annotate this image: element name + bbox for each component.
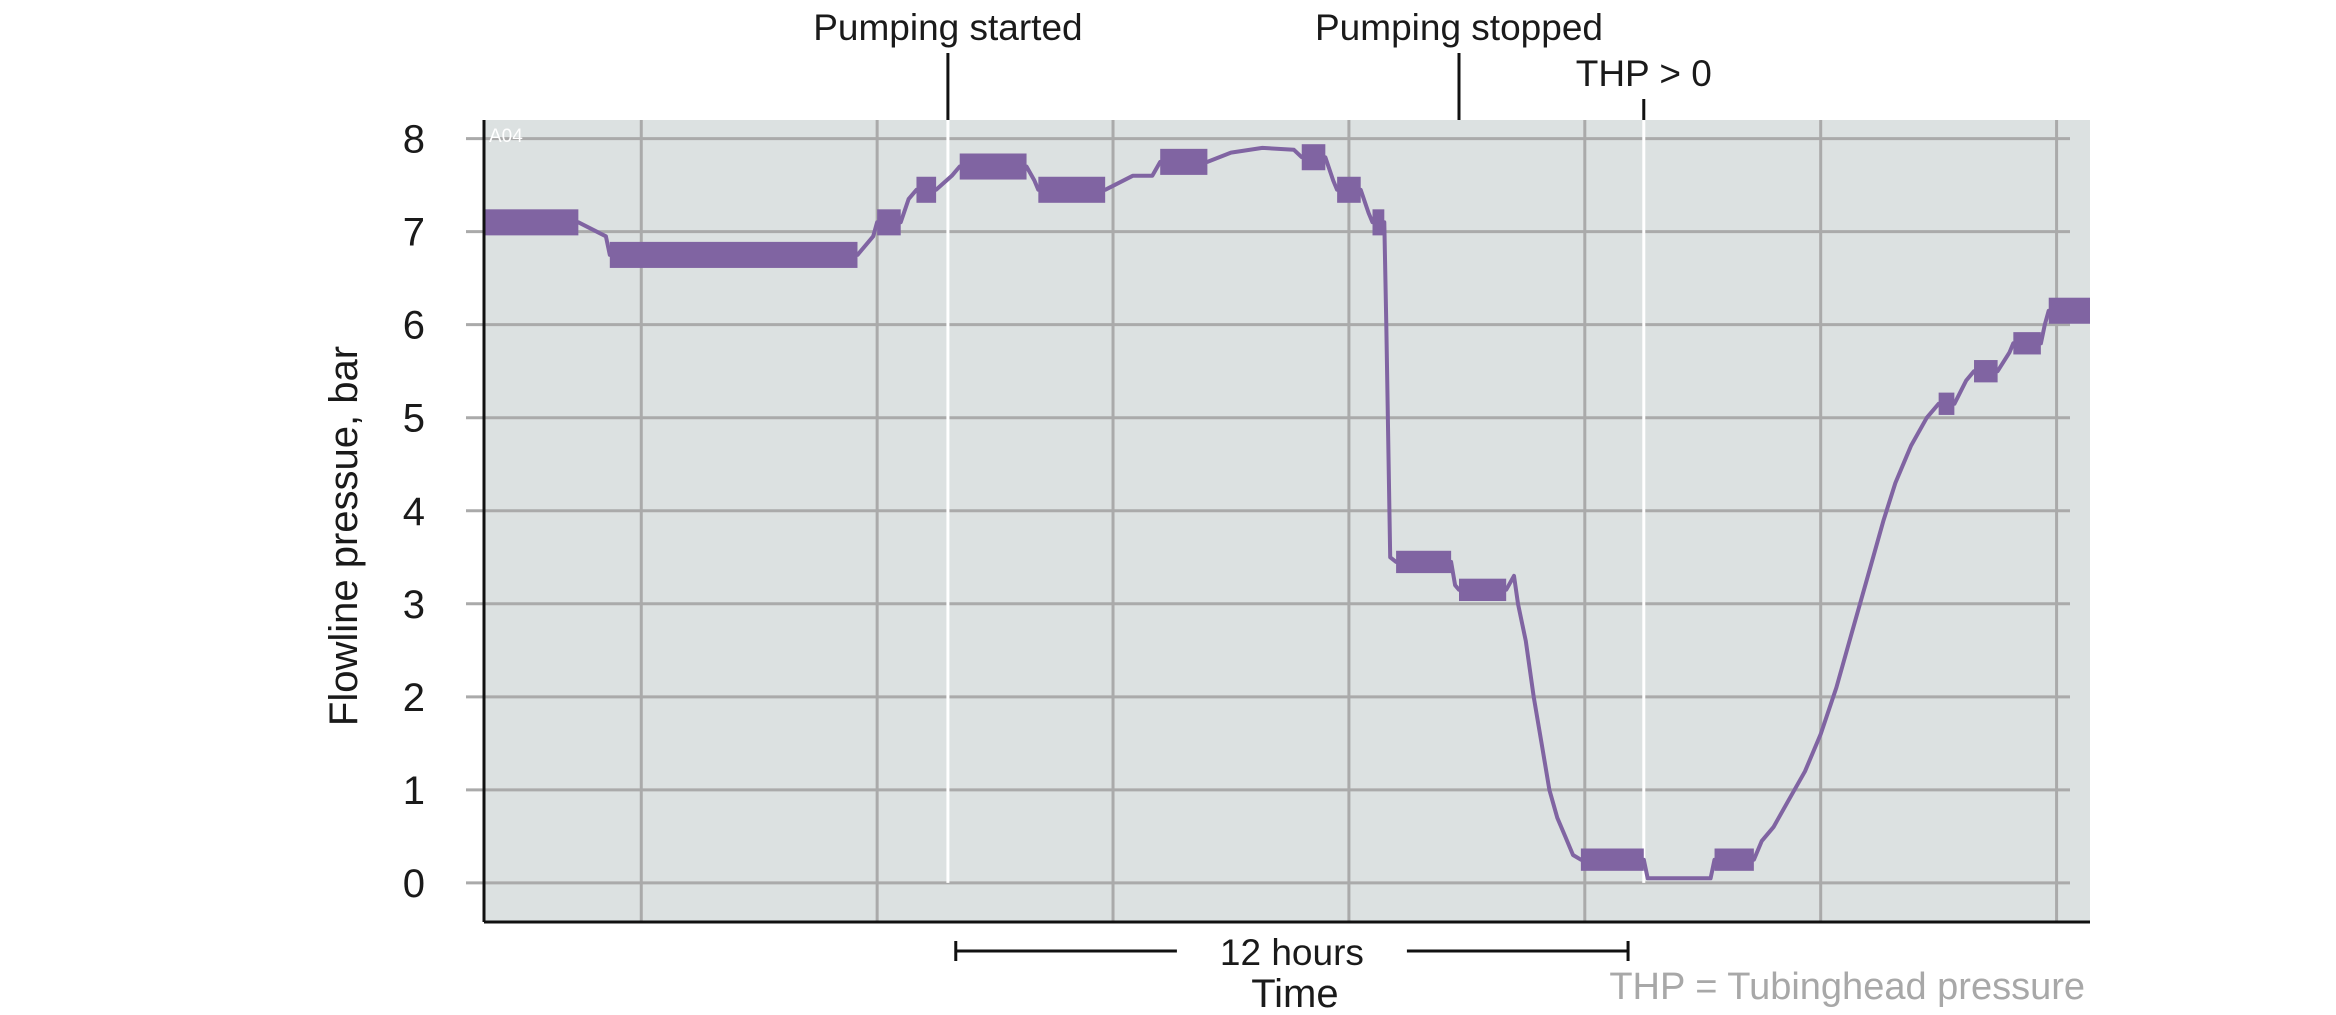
noise-band <box>1974 360 1998 383</box>
noise-band <box>916 176 937 203</box>
annotation-labels: Pumping started Pumping stopped THP > 0 <box>813 7 1712 120</box>
noise-band <box>2048 297 2090 324</box>
noise-band <box>1396 550 1452 574</box>
noise-band <box>1301 144 1326 171</box>
y-tick-label: 5 <box>403 397 425 441</box>
grid <box>466 120 2070 922</box>
annotation-label: Pumping stopped <box>1315 7 1603 48</box>
annotation-lines <box>946 120 1646 883</box>
noise-band <box>1938 392 1955 415</box>
noise-band <box>609 241 858 268</box>
y-tick-label: 7 <box>403 211 425 255</box>
noise-band <box>484 209 579 236</box>
y-tick-label: 0 <box>403 862 425 906</box>
noise-band <box>877 209 901 236</box>
annotation-label: THP > 0 <box>1576 53 1712 94</box>
noise-band <box>1580 848 1644 871</box>
y-tick-label: 2 <box>403 676 425 720</box>
noise-band <box>1337 176 1361 203</box>
axes <box>482 120 2090 924</box>
y-tick-label: 3 <box>403 583 425 627</box>
y-tick-labels: 0 1 2 3 4 5 6 7 8 <box>403 118 425 906</box>
footnote: THP = Tubinghead pressure <box>1609 966 2085 1008</box>
noise-band <box>959 153 1027 180</box>
annotation-label: Pumping started <box>813 7 1082 48</box>
data-series <box>484 144 2090 881</box>
plot-background <box>484 120 2090 922</box>
y-tick-label: 8 <box>403 118 425 162</box>
x-axis-title: Time <box>1251 972 1338 1015</box>
y-axis-title: Flowline pressue, bar <box>322 346 366 726</box>
noise-band <box>1714 848 1754 871</box>
duration-label: 12 hours <box>1220 932 1364 973</box>
y-tick-label: 4 <box>403 490 425 534</box>
y-tick-label: 1 <box>403 769 425 813</box>
y-tick-label: 6 <box>403 304 425 348</box>
noise-band <box>1459 578 1507 602</box>
panel-tag: A04 <box>489 126 523 147</box>
noise-band <box>1038 176 1106 203</box>
noise-band <box>1160 148 1208 175</box>
duration-bar: 12 hours <box>954 932 1630 973</box>
noise-band <box>2013 332 2041 355</box>
noise-band <box>1372 209 1385 236</box>
